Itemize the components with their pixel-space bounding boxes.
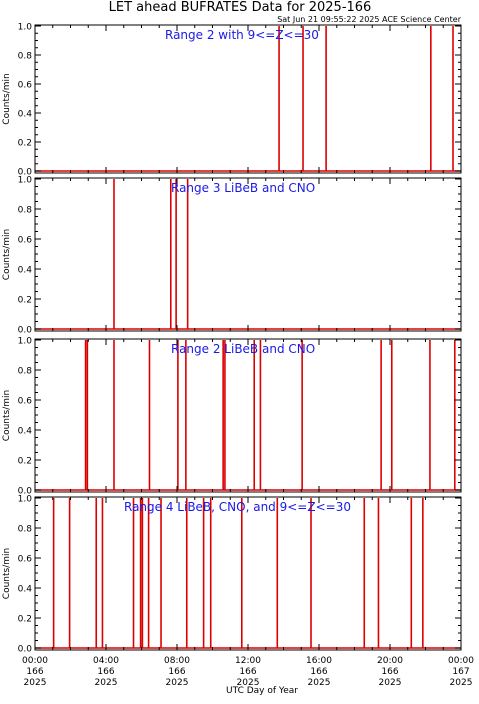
y-tick-label: 0.4 bbox=[18, 266, 33, 276]
panel-title: Range 2 LiBeB and CNO bbox=[171, 342, 315, 356]
chart-panel-4: 0.0 0.2 0.4 0.6 0.8 1.0 Counts/min Range 4 LiBe… bbox=[2, 495, 462, 655]
x-tick-label: 167 bbox=[452, 667, 469, 677]
x-tick-label: 2025 bbox=[450, 678, 473, 688]
chart-panel-3: 0.0 0.2 0.4 0.6 0.8 1.0 Counts/min Range 2 LiBe… bbox=[2, 337, 462, 497]
panel-title: Range 3 LiBeB and CNO bbox=[171, 181, 315, 195]
y-axis-label: Counts/min bbox=[2, 390, 12, 441]
y-tick-label: 0.0 bbox=[18, 645, 33, 655]
x-tick-label: 166 bbox=[97, 667, 114, 677]
y-tick-label: 0.2 bbox=[18, 296, 32, 306]
x-tick-label: 2025 bbox=[308, 678, 331, 688]
x-tick-label: 2025 bbox=[166, 678, 189, 688]
y-tick-label: 1.0 bbox=[18, 176, 33, 186]
chart-title: LET ahead BUFRATES Data for 2025-166 bbox=[109, 0, 372, 15]
x-tick-label: 00:00 bbox=[448, 656, 474, 666]
x-tick-label: 166 bbox=[168, 667, 185, 677]
y-tick-label: 1.0 bbox=[18, 495, 33, 505]
y-tick-label: 0.0 bbox=[18, 168, 33, 178]
axes-frame bbox=[34, 338, 462, 493]
panel-title: Range 2 with 9<=Z<=30 bbox=[165, 28, 319, 42]
y-tick-label: 1.0 bbox=[18, 337, 33, 347]
x-tick-label: 166 bbox=[381, 667, 398, 677]
x-tick-label: 12:00 bbox=[235, 656, 261, 666]
y-axis-label: Counts/min bbox=[2, 229, 12, 280]
y-tick-label: 0.8 bbox=[18, 367, 33, 377]
x-tick-label: 00:00 bbox=[22, 656, 48, 666]
axes-frame bbox=[34, 24, 462, 174]
x-tick-label: 20:00 bbox=[377, 656, 403, 666]
x-tick-label: 08:00 bbox=[164, 656, 190, 666]
y-tick-label: 0.2 bbox=[18, 139, 32, 149]
chart-panel-1: 0.0 0.2 0.4 0.6 0.8 1.0 Counts/min Range 2 with… bbox=[2, 23, 462, 178]
x-axis-label: UTC Day of Year bbox=[226, 686, 298, 696]
y-axis-label: Counts/min bbox=[2, 73, 12, 124]
y-tick-label: 0.4 bbox=[18, 427, 33, 437]
y-tick-label: 0.6 bbox=[18, 236, 33, 246]
x-tick-label: 04:00 bbox=[93, 656, 119, 666]
x-tick-label: 166 bbox=[310, 667, 327, 677]
y-axis-label: Counts/min bbox=[2, 548, 12, 599]
x-tick-label: 16:00 bbox=[306, 656, 332, 666]
y-tick-label: 0.4 bbox=[18, 585, 33, 595]
y-tick-label: 0.6 bbox=[18, 81, 33, 91]
x-tick-label: 2025 bbox=[237, 678, 260, 688]
x-tick-label: 166 bbox=[26, 667, 43, 677]
y-tick-label: 0.0 bbox=[18, 326, 33, 336]
y-tick-label: 0.0 bbox=[18, 487, 33, 497]
y-tick-label: 0.8 bbox=[18, 52, 33, 62]
x-tick-label: 166 bbox=[239, 667, 256, 677]
x-tick-label: 2025 bbox=[24, 678, 47, 688]
y-tick-label: 0.6 bbox=[18, 555, 33, 565]
y-tick-label: 0.8 bbox=[18, 206, 33, 216]
chart-panel-2: 0.0 0.2 0.4 0.6 0.8 1.0 Counts/min Range 3 LiBe… bbox=[2, 176, 462, 336]
y-tick-label: 0.2 bbox=[18, 457, 32, 467]
x-tick-label: 2025 bbox=[379, 678, 402, 688]
panels: 0.0 0.2 0.4 0.6 0.8 1.0 Counts/min Range 2 with… bbox=[2, 23, 462, 655]
y-tick-label: 0.8 bbox=[18, 525, 33, 535]
y-tick-label: 0.4 bbox=[18, 110, 33, 120]
timestamp: Sat Jun 21 09:55:22 2025 ACE Science Cen… bbox=[277, 15, 462, 24]
panel-title: Range 4 LiBeB, CNO, and 9<=Z<=30 bbox=[124, 500, 351, 514]
y-tick-label: 0.2 bbox=[18, 615, 32, 625]
y-tick-label: 1.0 bbox=[18, 23, 33, 33]
axes-frame bbox=[34, 177, 462, 332]
x-tick-labels: 00:00166202504:00166202508:00166202512:0… bbox=[22, 656, 474, 688]
y-tick-label: 0.6 bbox=[18, 397, 33, 407]
axes-frame bbox=[34, 496, 462, 651]
x-tick-label: 2025 bbox=[95, 678, 118, 688]
